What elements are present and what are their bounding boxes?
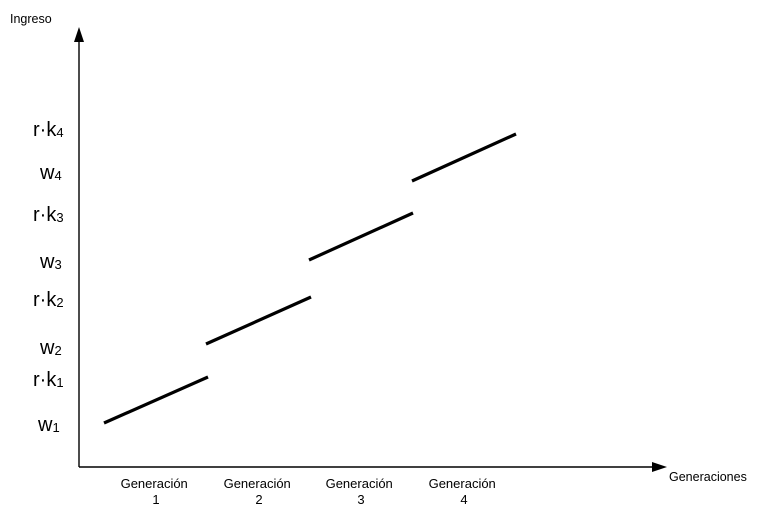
generation-4-segment — [411, 132, 517, 183]
y-axis-arrowhead — [74, 27, 84, 42]
y-tick-rk3: r·k3 — [33, 204, 64, 226]
generation-2-label: Generación 2 — [224, 476, 295, 507]
generation-1-label: Generación 1 — [121, 476, 192, 507]
generation-4-label: Generación 4 — [429, 476, 500, 507]
y-tick-w2: w2 — [39, 337, 62, 359]
y-tick-labels: w1 r·k1 w2 r·k2 w3 r·k3 w4 r·k4 — [33, 119, 64, 436]
y-tick-w3: w3 — [39, 251, 62, 273]
x-axis-title: Generaciones — [669, 470, 747, 484]
x-axis-arrowhead — [652, 462, 667, 472]
generation-1-segment — [103, 375, 209, 425]
generation-labels: Generación 1 Generación 2 Generación 3 G… — [121, 476, 500, 507]
generation-2-segment — [205, 295, 312, 346]
y-tick-w1: w1 — [37, 414, 60, 436]
y-tick-w4: w4 — [39, 162, 62, 184]
y-tick-rk1: r·k1 — [33, 369, 64, 391]
y-tick-rk4: r·k4 — [33, 119, 64, 141]
generation-segments — [103, 132, 517, 425]
generation-3-label: Generación 3 — [326, 476, 397, 507]
y-axis-title: Ingreso — [10, 12, 52, 26]
generation-3-segment — [308, 211, 414, 262]
y-tick-rk2: r·k2 — [33, 289, 64, 311]
